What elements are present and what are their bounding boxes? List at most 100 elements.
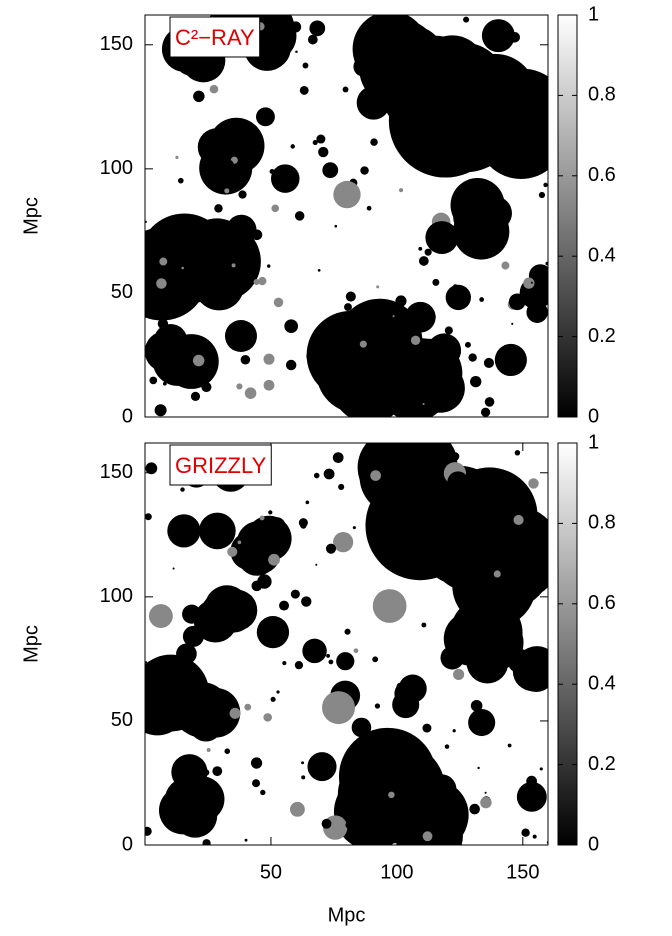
map-blob (539, 767, 543, 771)
map-blob (237, 540, 242, 545)
map-blob (484, 791, 487, 794)
map-blob (145, 661, 148, 664)
map-blob (312, 140, 318, 146)
map-blob (513, 514, 524, 526)
colorbar-tick-label: 0.8 (588, 512, 616, 534)
map-blob (290, 21, 302, 33)
map-blob (372, 656, 379, 663)
panel-label-box (169, 444, 272, 486)
map-blob (244, 387, 257, 399)
map-blob (201, 606, 204, 609)
map-blob (391, 544, 401, 554)
map-blob (250, 757, 263, 769)
colorbar-tick-label: 1 (588, 3, 599, 25)
y-tick-label: 100 (100, 585, 133, 607)
y-tick-label: 0 (122, 833, 133, 855)
map-blob (162, 381, 167, 386)
map-blob (422, 723, 432, 733)
map-blob (449, 154, 460, 166)
map-blob (145, 462, 158, 475)
map-blob (199, 686, 205, 692)
map-blob (364, 72, 377, 85)
map-blob (167, 514, 201, 548)
map-blob (306, 351, 316, 361)
map-blob (398, 188, 404, 193)
map-blob (425, 221, 459, 255)
map-blob (338, 483, 345, 490)
map-blob (359, 340, 367, 348)
x-tick-label: 100 (380, 861, 413, 883)
map-blob (398, 365, 403, 369)
map-blob (309, 20, 326, 37)
map-blob (516, 781, 547, 812)
map-blob (491, 529, 495, 533)
y-tick-label: 150 (100, 33, 133, 55)
map-blob (406, 97, 421, 111)
map-blob (372, 589, 407, 623)
map-blob (508, 293, 526, 311)
map-blob (240, 354, 251, 365)
map-blob (471, 180, 483, 192)
map-blob (317, 268, 321, 272)
map-blob (294, 660, 304, 670)
map-blob (268, 553, 280, 566)
map-blob (370, 138, 378, 146)
map-blob (339, 808, 351, 820)
map-blob (422, 831, 433, 842)
map-blob (207, 151, 212, 156)
map-blob (534, 155, 542, 163)
map-blob (463, 555, 472, 565)
map-blob (204, 585, 250, 630)
map-blob (470, 588, 488, 606)
map-blob (427, 333, 462, 368)
map-blob (501, 261, 510, 270)
map-blob (360, 166, 369, 175)
map-blob (469, 803, 480, 815)
map-blob (452, 284, 458, 290)
map-blob (481, 19, 515, 53)
panel-label: C²−RAY (175, 25, 255, 50)
x-tick-label: 50 (260, 861, 282, 883)
map-blob (514, 450, 521, 456)
map-blob (397, 66, 404, 73)
map-blob (345, 820, 354, 829)
map-blob (268, 510, 273, 515)
map-blob (322, 691, 355, 725)
map-blob (192, 380, 200, 388)
map-blob (483, 357, 494, 368)
map-blob (295, 50, 298, 54)
map-blob (336, 652, 355, 671)
map-blob (158, 294, 168, 304)
map-blob (488, 75, 498, 86)
map-blob (545, 261, 548, 266)
map-blob (256, 615, 290, 649)
map-blob (416, 798, 432, 814)
map-blob (301, 761, 305, 765)
map-blob (349, 404, 352, 407)
map-blob (474, 148, 479, 154)
map-blob (176, 643, 197, 665)
map-blob (376, 285, 380, 289)
map-blob (282, 661, 287, 666)
panel-label: GRIZZLY (175, 453, 267, 478)
map-blob (342, 86, 349, 93)
map-blob (263, 379, 275, 391)
map-blob (328, 659, 334, 665)
colorbar-tick-label: 1 (588, 431, 599, 453)
map-blob (301, 596, 312, 607)
map-blob (318, 146, 329, 158)
map-blob (197, 128, 236, 166)
map-blob (172, 567, 175, 570)
map-blob (145, 826, 152, 836)
colorbar-tick-label: 0 (588, 405, 599, 427)
map-blob (398, 674, 427, 703)
map-blob (279, 600, 290, 611)
map-blob (410, 524, 423, 536)
map-blob (464, 341, 471, 348)
map-blob (181, 266, 184, 270)
map-blob (450, 558, 457, 565)
map-blob (333, 180, 361, 209)
map-blob (428, 504, 441, 516)
map-blob (236, 383, 243, 390)
map-blob (399, 771, 402, 774)
